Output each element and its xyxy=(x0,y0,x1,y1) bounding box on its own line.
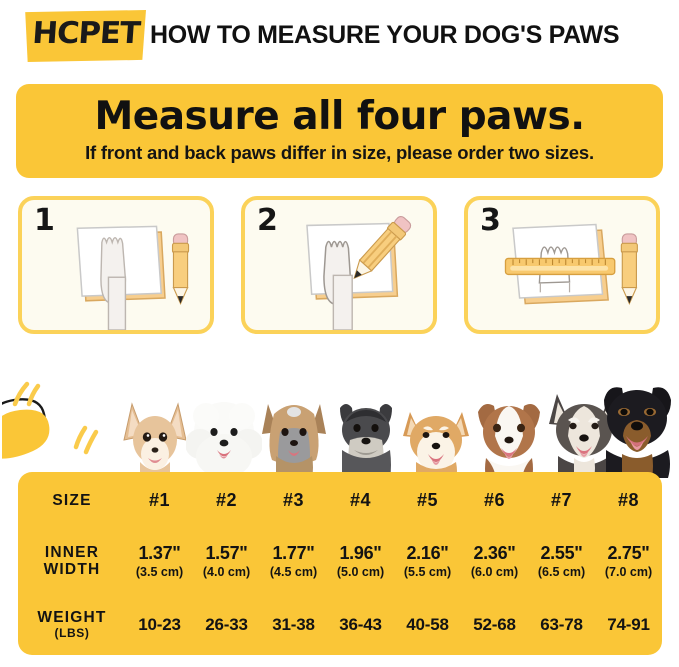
step-number: 3 xyxy=(480,203,501,238)
weight-cell-8: 74-91 xyxy=(607,614,650,634)
step-2-illustration xyxy=(306,216,412,330)
brand-badge xyxy=(25,10,146,62)
table-row-inner-width: INNER WIDTH 1.37" (3.5 cm) 1.57" (4.0 cm… xyxy=(18,528,662,594)
banner-headline: Measure all four paws. xyxy=(94,94,585,139)
size-cell-1: #1 xyxy=(148,489,171,510)
dog-yorkshire-terrier xyxy=(262,404,326,478)
dog-australian-shepherd xyxy=(478,404,540,478)
weight-cell-7: 63-78 xyxy=(540,614,583,634)
steps-row: 1 2 xyxy=(0,196,679,346)
inner-width-cell-5: 2.16" (5.5 cm) xyxy=(403,542,452,579)
weight-cell-6: 52-68 xyxy=(473,614,516,634)
dog-chihuahua xyxy=(123,402,187,478)
dog-shiba-inu xyxy=(403,412,469,478)
size-cell-8: #8 xyxy=(617,489,640,510)
inner-width-cell-4: 1.96" (5.0 cm) xyxy=(336,542,385,579)
row-label-inner-width: INNER WIDTH xyxy=(43,544,101,578)
banner-subtext: If front and back paws differ in size, p… xyxy=(85,142,594,163)
inner-width-cell-6: 2.36" (6.0 cm) xyxy=(470,542,519,579)
step-1-illustration xyxy=(76,225,190,330)
dog-bichon-frise xyxy=(186,402,262,478)
weight-cell-5: 40-58 xyxy=(406,614,449,634)
wagging-tail-icon xyxy=(2,381,99,459)
weight-cell-3: 31-38 xyxy=(272,614,315,634)
row-label-size: SIZE xyxy=(52,491,92,509)
table-row-weight: WEIGHT (LBS) 10-23 26-33 31-38 36-43 40-… xyxy=(18,594,662,655)
inner-width-cell-2: 1.57" (4.0 cm) xyxy=(202,542,251,579)
inner-width-cell-8: 2.75" (7.0 cm) xyxy=(604,542,653,579)
inner-width-cell-3: 1.77" (4.5 cm) xyxy=(269,542,318,579)
size-cell-4: #4 xyxy=(349,489,372,510)
size-cell-6: #6 xyxy=(483,489,506,510)
step-card-3: 3 xyxy=(464,196,660,334)
size-cell-5: #5 xyxy=(416,489,439,510)
instruction-banner: Measure all four paws. If front and back… xyxy=(16,84,663,178)
dog-rottweiler xyxy=(604,387,671,478)
weight-cell-4: 36-43 xyxy=(339,614,382,634)
step-3-illustration xyxy=(504,223,638,306)
page-title: HOW TO MEASURE YOUR DOG'S PAWS xyxy=(150,21,620,49)
dog-breed-strip xyxy=(0,366,679,478)
size-chart-table: SIZE #1 #2 #3 #4 #5 #6 #7 #8 INNER WIDTH… xyxy=(18,472,662,655)
dog-schnauzer xyxy=(340,404,392,478)
step-card-1: 1 xyxy=(18,196,214,334)
header: HCPET HOW TO MEASURE YOUR DOG'S PAWS xyxy=(0,0,679,72)
weight-cell-2: 26-33 xyxy=(205,614,248,634)
inner-width-cell-7: 2.55" (6.5 cm) xyxy=(537,542,586,579)
row-label-weight: WEIGHT (LBS) xyxy=(37,608,107,640)
size-cell-7: #7 xyxy=(550,489,573,510)
inner-width-cell-1: 1.37" (3.5 cm) xyxy=(135,542,184,579)
table-row-size: SIZE #1 #2 #3 #4 #5 #6 #7 #8 xyxy=(18,472,662,528)
brand-name: HCPET xyxy=(31,16,141,51)
step-number: 2 xyxy=(257,203,278,238)
weight-cell-1: 10-23 xyxy=(138,614,181,634)
size-cell-2: #2 xyxy=(215,489,238,510)
step-number: 1 xyxy=(34,203,55,238)
size-cell-3: #3 xyxy=(282,489,305,510)
step-card-2: 2 xyxy=(241,196,437,334)
